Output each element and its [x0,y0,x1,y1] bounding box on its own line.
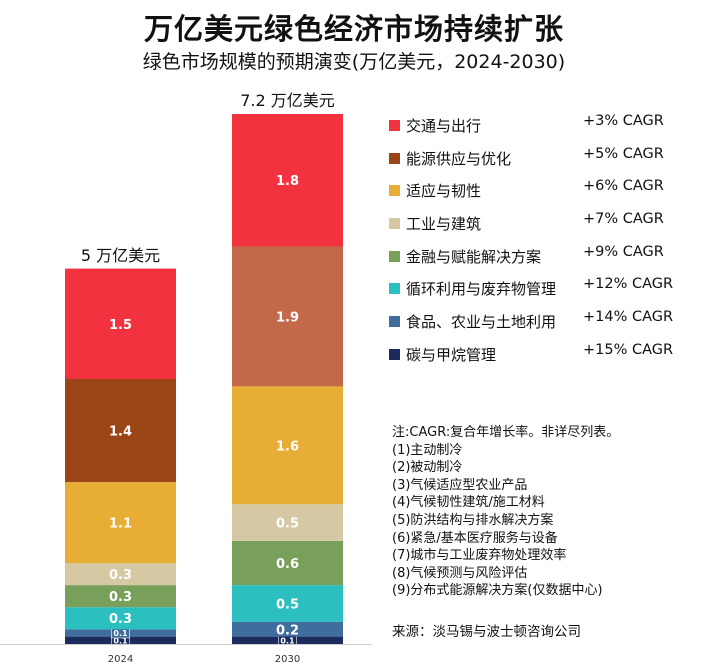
bar-segment [65,607,176,630]
total-label: 7.2 万亿美元 [240,91,335,110]
legend-cagr: +15% CAGR [583,341,674,358]
footnote-line: (1)主动制冷 [392,442,463,458]
legend-cagr: +7% CAGR [583,211,664,228]
legend-swatch [389,185,400,197]
data-label: 1.8 [276,174,299,189]
legend-cagr: +12% CAGR [583,276,674,293]
legend-item: 工业与建筑 +7% CAGR [386,211,686,246]
data-label: 1.6 [276,439,299,454]
data-label: 0.1 [113,629,128,638]
legend-cagr: +14% CAGR [583,309,674,326]
data-label: 1.1 [109,517,132,532]
legend-swatch [389,152,400,164]
legend-swatch [389,348,400,360]
legend-swatch [389,218,400,230]
bar-segment [65,585,176,608]
legend-item: 循环利用与废弃物管理 +12% CAGR [386,276,686,311]
x-tick-label: 2024 [108,654,133,665]
bar-segment [232,114,343,247]
data-label: 0.2 [276,623,299,638]
bar-segment [232,386,343,505]
legend-label: 适应与韧性 [406,182,482,201]
legend-cagr: +5% CAGR [583,145,664,162]
legend-swatch [389,120,400,131]
legend-label: 交通与出行 [406,117,482,135]
bar-segment [232,621,343,637]
data-label: 0.3 [109,612,132,627]
footnote-line: (7)城市与工业废弃物处理效率 [392,548,567,564]
total-label: 5 万亿美元 [81,246,160,265]
chart-title: 万亿美元绿色经济市场持续扩张 [143,12,564,46]
legend-swatch [389,283,400,295]
data-label: 0.5 [276,598,299,613]
bar-segment [232,504,343,541]
legend-label: 金融与赋能解决方案 [406,247,542,266]
legend-swatch [389,316,400,328]
x-tick-label: 2030 [275,654,300,665]
legend-label: 食品、农业与土地利用 [406,313,557,332]
data-label: 0.5 [276,517,299,532]
footnotes: 注:CAGR:复合年增长率。非详尽列表。 (1)主动制冷 (2)被动制冷 (3)气候适… [392,424,619,600]
legend-item: 能源供应与优化 +5% CAGR [386,145,686,181]
bar-segment [65,482,176,564]
legend-item: 适应与韧性 +6% CAGR [386,178,686,213]
legend-cagr: +9% CAGR [583,243,664,260]
footnote-line: (5)防洪结构与排水解决方案 [392,512,554,528]
data-label: 0.3 [109,590,132,605]
legend-swatch [389,250,400,262]
footnote-line: (2)被动制冷 [392,460,463,476]
bar-segment [232,246,343,387]
legend-label: 工业与建筑 [406,215,482,234]
bar-segment [232,585,343,622]
data-label: 0.1 [113,636,128,645]
bar-segment [232,540,343,586]
legend: 交通与出行 +3% CAGR 能源供应与优化 +5% CAGR 适应与韧性 +6% CAG… [386,113,686,377]
source-note: 来源：淡马锡与波士顿咨询公司 [392,624,581,640]
bar-segment [65,563,176,586]
legend-cagr: +3% CAGR [583,113,664,129]
legend-item: 食品、农业与土地利用 +14% CAGR [386,309,686,344]
legend-label: 能源供应与优化 [406,149,512,168]
data-label: 0.1 [280,636,295,645]
footnote-line: (9)分布式能源解决方案(仅数据中心) [392,583,603,599]
footnote-line: (6)紧急/基本医疗服务与设备 [392,530,558,546]
data-label: 1.5 [109,318,132,333]
data-label: 0.3 [109,568,132,583]
legend-item: 金融与赋能解决方案 +9% CAGR [386,243,686,279]
chart-subtitle: 绿色市场规模的预期演变(万亿美元，2024-2030) [142,51,566,73]
bar-segment [65,268,176,379]
data-label: 1.9 [276,310,299,325]
legend-label: 碳与甲烷管理 [406,345,497,364]
bar-segment [65,379,176,483]
data-label: 0.6 [276,557,299,572]
legend-label: 循环利用与废弃物管理 [406,280,557,299]
footnote-line: 注:CAGR:复合年增长率。非详尽列表。 [392,425,620,440]
legend-item: 碳与甲烷管理 +15% CAGR [386,341,686,377]
data-label: 1.4 [109,425,132,440]
footnote-line: (3)气候适应型农业产品 [392,477,528,493]
footnote-line: (4)气候韧性建筑/施工材料 [392,495,545,511]
legend-item: 交通与出行 +3% CAGR [386,113,686,148]
legend-cagr: +6% CAGR [583,178,664,195]
footnote-line: (8)气候预测与风险评估 [392,565,528,581]
